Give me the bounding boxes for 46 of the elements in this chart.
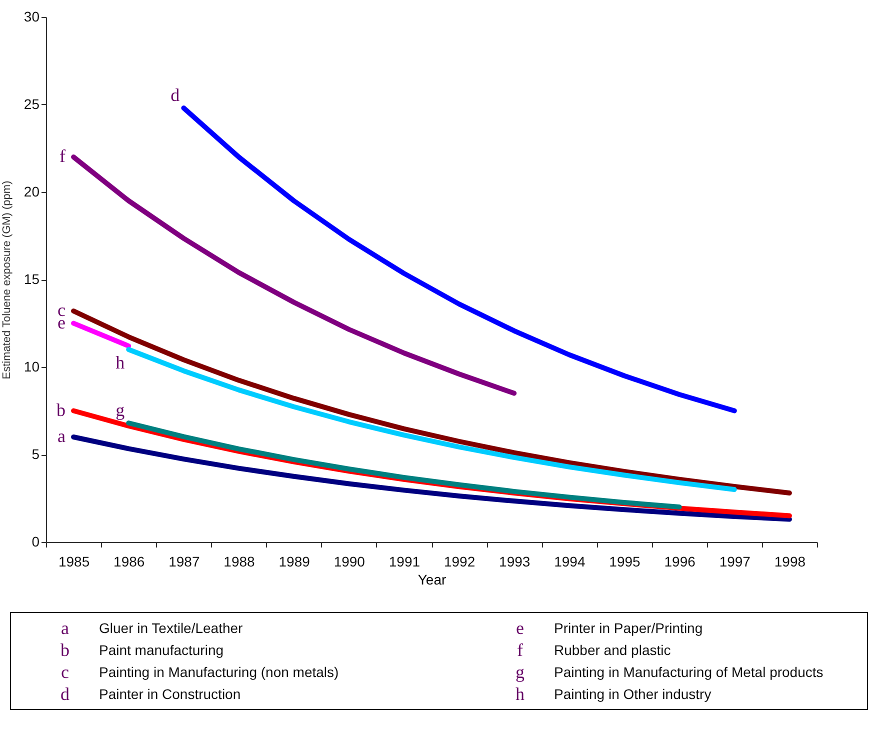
series-label: d <box>170 85 180 105</box>
x-axis-title: Year <box>418 572 446 588</box>
text: Rubber and plastic <box>554 642 671 658</box>
text: Printer in Paper/Printing <box>554 620 703 636</box>
series-label: a <box>58 426 66 446</box>
x-tick-label: 1996 <box>664 554 696 570</box>
x-tick-label: 1997 <box>719 554 751 570</box>
x-tick-label: 1986 <box>114 554 145 570</box>
text: e <box>516 618 524 638</box>
text: d <box>60 684 70 704</box>
text: Gluer in Textile/Leather <box>99 620 243 636</box>
y-tick-label: 15 <box>24 271 40 287</box>
text: b <box>60 640 70 660</box>
x-tick-label: 1990 <box>334 554 366 570</box>
x-tick-label: 1985 <box>58 554 90 570</box>
x-tick-label: 1995 <box>609 554 641 570</box>
text: Painting in Other industry <box>554 686 712 702</box>
text: Painting in Manufacturing of Metal products <box>554 664 824 680</box>
x-tick-label: 1987 <box>168 554 200 570</box>
x-tick-label: 1998 <box>774 554 806 570</box>
x-tick-label: 1992 <box>444 554 476 570</box>
y-tick-label: 30 <box>24 8 40 24</box>
series-label: h <box>116 352 125 372</box>
text: Paint manufacturing <box>99 642 224 658</box>
x-tick-label: 1989 <box>278 554 310 570</box>
y-tick-label: 5 <box>32 446 40 462</box>
y-tick-label: 25 <box>24 96 40 112</box>
text: a <box>61 618 69 638</box>
text: g <box>516 662 524 682</box>
text: Painting in Manufacturing (non metals) <box>99 664 339 680</box>
y-axis-title: Estimated Toluene exposure (GM) (ppm) <box>0 180 13 380</box>
y-tick-label: 10 <box>24 358 40 374</box>
text: f <box>517 640 523 660</box>
x-tick-label: 1994 <box>554 554 586 570</box>
text: Painter in Construction <box>99 686 241 702</box>
y-tick-label: 20 <box>24 184 40 200</box>
series-label: b <box>56 400 66 420</box>
series-label: f <box>60 146 66 166</box>
y-tick-label: 0 <box>32 534 40 550</box>
text: c <box>61 662 69 682</box>
text: h <box>516 684 524 704</box>
x-tick-label: 1991 <box>388 554 420 570</box>
x-tick-label: 1993 <box>499 554 530 570</box>
series-label: g <box>116 400 125 420</box>
x-tick-label: 1988 <box>224 554 256 570</box>
series-label: c <box>58 300 66 320</box>
